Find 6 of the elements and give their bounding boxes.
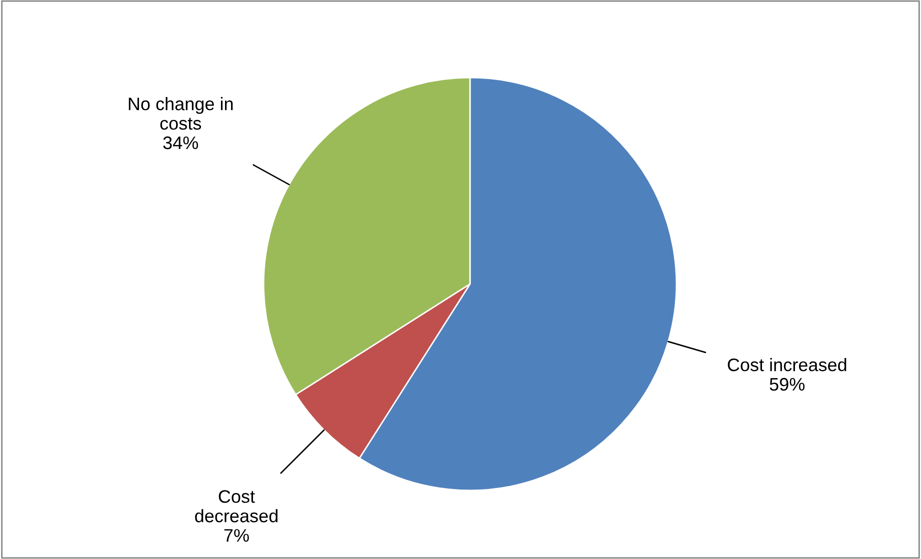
data-label: 34%	[163, 136, 198, 150]
data-label: 7%	[224, 529, 249, 542]
slice-label: Cost increased	[728, 358, 846, 372]
slice-label: No change in costs	[128, 97, 233, 130]
slice-label: Cost decreased	[195, 490, 278, 522]
data-label: 59%	[770, 378, 805, 391]
